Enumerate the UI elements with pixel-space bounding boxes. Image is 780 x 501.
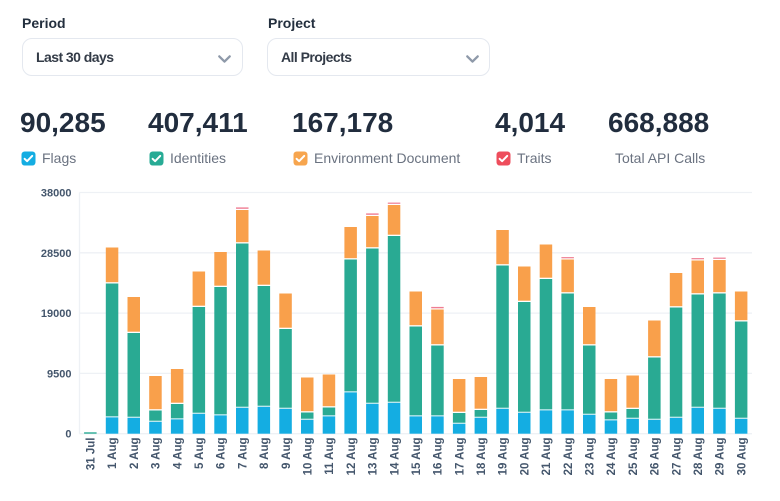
svg-text:3 Aug: 3 Aug [151, 438, 163, 470]
svg-text:18 Aug: 18 Aug [476, 438, 488, 476]
svg-text:24 Aug: 24 Aug [606, 438, 618, 476]
svg-text:28500: 28500 [41, 248, 72, 260]
svg-text:8 Aug: 8 Aug [259, 438, 271, 470]
svg-text:23 Aug: 23 Aug [585, 438, 597, 476]
svg-text:17 Aug: 17 Aug [454, 438, 466, 476]
svg-text:10 Aug: 10 Aug [303, 438, 315, 476]
svg-text:19000: 19000 [41, 308, 72, 320]
svg-text:26 Aug: 26 Aug [650, 438, 662, 476]
svg-text:11 Aug: 11 Aug [324, 438, 336, 475]
svg-text:13 Aug: 13 Aug [368, 438, 380, 476]
svg-text:38000: 38000 [41, 188, 72, 200]
svg-text:19 Aug: 19 Aug [498, 438, 510, 476]
svg-text:9 Aug: 9 Aug [281, 438, 293, 470]
svg-text:2 Aug: 2 Aug [129, 438, 141, 470]
svg-text:1 Aug: 1 Aug [107, 438, 119, 470]
svg-text:6 Aug: 6 Aug [216, 438, 228, 470]
svg-text:21 Aug: 21 Aug [541, 438, 553, 476]
svg-text:30 Aug: 30 Aug [736, 438, 748, 476]
svg-text:27 Aug: 27 Aug [671, 438, 683, 476]
svg-text:0: 0 [65, 429, 71, 441]
svg-text:15 Aug: 15 Aug [411, 438, 423, 476]
svg-text:20 Aug: 20 Aug [519, 438, 531, 476]
svg-text:16 Aug: 16 Aug [433, 438, 445, 476]
svg-text:7 Aug: 7 Aug [237, 438, 249, 470]
svg-text:29 Aug: 29 Aug [715, 438, 727, 476]
svg-text:9500: 9500 [47, 368, 71, 380]
svg-text:31 Jul: 31 Jul [86, 438, 98, 471]
svg-text:25 Aug: 25 Aug [628, 438, 640, 476]
svg-text:12 Aug: 12 Aug [346, 438, 358, 476]
svg-text:5 Aug: 5 Aug [194, 438, 206, 470]
svg-text:22 Aug: 22 Aug [563, 438, 575, 476]
svg-text:28 Aug: 28 Aug [693, 438, 705, 476]
svg-text:14 Aug: 14 Aug [389, 438, 401, 476]
svg-text:4 Aug: 4 Aug [172, 438, 184, 470]
